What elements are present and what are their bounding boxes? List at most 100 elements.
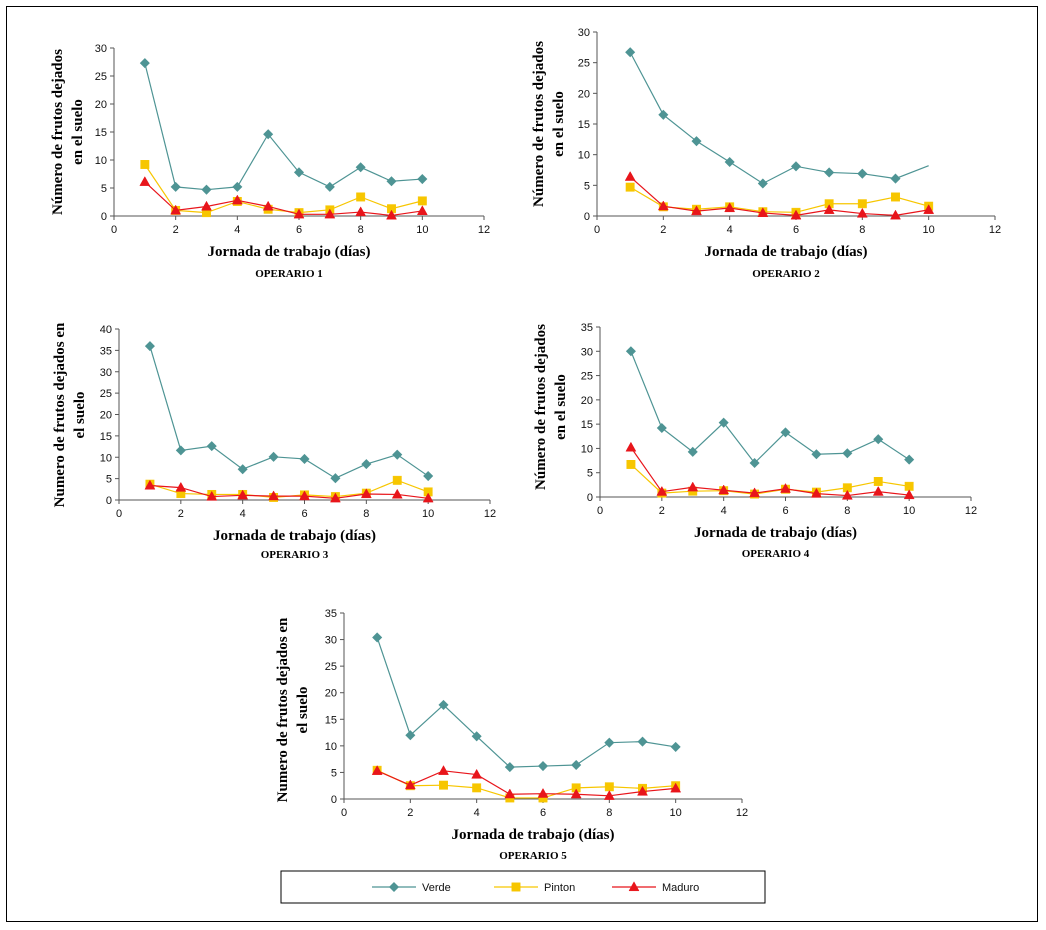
- data-point-maduro: [624, 171, 636, 181]
- data-point-verde: [237, 464, 248, 475]
- legend: Verde Pinton Maduro: [280, 870, 766, 904]
- data-point-verde: [423, 471, 434, 482]
- data-point-maduro: [293, 208, 305, 219]
- y-tick-label: 30: [95, 43, 107, 55]
- legend-item-verde: Verde: [372, 881, 451, 894]
- x-tick-label: 2: [407, 807, 413, 819]
- y-tick-label: 5: [587, 468, 593, 480]
- data-point-verde: [471, 731, 482, 742]
- y-tick-label: 35: [581, 322, 593, 334]
- series-verde: [139, 58, 428, 195]
- series-line-maduro: [629, 176, 929, 216]
- data-point-verde: [890, 173, 901, 184]
- data-point-maduro: [903, 489, 915, 500]
- x-tick-label: 8: [363, 508, 369, 520]
- data-point-maduro: [324, 208, 336, 219]
- y-tick-label: 40: [100, 324, 112, 336]
- x-axis-label: Jornada de trabajo (días): [452, 827, 615, 843]
- x-tick-label: 10: [903, 505, 915, 517]
- y-tick-label: 15: [581, 419, 593, 431]
- series-line-pinton: [376, 769, 676, 799]
- data-point-verde: [175, 445, 186, 456]
- y-tick-label: 5: [106, 474, 112, 486]
- data-point-pinton: [439, 780, 448, 790]
- data-point-verde: [904, 454, 915, 465]
- data-point-maduro: [360, 488, 372, 499]
- x-tick-label: 12: [989, 224, 1001, 236]
- data-point-pinton: [604, 782, 614, 792]
- x-tick-label: 4: [721, 505, 727, 517]
- x-tick-label: 12: [484, 508, 496, 520]
- legend-label: Maduro: [662, 882, 699, 894]
- data-point-maduro: [231, 194, 243, 205]
- data-point-maduro: [329, 492, 341, 503]
- data-point-maduro: [170, 204, 182, 215]
- data-point-verde: [361, 459, 372, 470]
- series-pinton: [145, 475, 433, 502]
- data-point-maduro: [471, 768, 483, 779]
- data-point-pinton: [873, 477, 883, 486]
- chart-subtitle: OPERARIO 2: [752, 268, 820, 280]
- data-point-maduro: [823, 204, 835, 214]
- series-line-verde: [376, 637, 676, 768]
- y-tick-label: 30: [325, 635, 337, 647]
- data-point-verde: [842, 448, 853, 459]
- data-point-maduro: [416, 205, 428, 216]
- data-point-verde: [637, 736, 648, 747]
- data-point-maduro: [237, 489, 249, 500]
- x-tick-label: 0: [597, 505, 603, 517]
- data-point-maduro: [757, 207, 769, 217]
- series-verde: [625, 346, 915, 469]
- data-point-maduro: [144, 479, 156, 490]
- data-point-verde: [718, 417, 729, 428]
- y-tick-label: 25: [100, 388, 112, 400]
- data-point-verde: [438, 699, 449, 710]
- y-axis-label-line1: Número de frutos dejados: [50, 49, 66, 215]
- data-point-verde: [625, 47, 636, 58]
- data-point-verde: [757, 178, 768, 189]
- x-tick-label: 10: [416, 224, 428, 236]
- data-point-maduro: [603, 790, 615, 800]
- x-axis-label: Jornada de trabajo (días): [213, 528, 376, 544]
- data-point-maduro: [691, 205, 702, 216]
- data-point-verde: [749, 457, 760, 469]
- x-tick-label: 4: [234, 224, 240, 236]
- x-tick-label: 6: [301, 508, 307, 520]
- chart-subtitle: OPERARIO 4: [742, 548, 810, 560]
- legend-marker-diamond: [388, 881, 400, 893]
- data-point-maduro: [206, 490, 218, 501]
- y-tick-label: 0: [101, 211, 107, 223]
- data-point-verde: [857, 168, 868, 179]
- data-point-verde: [724, 157, 735, 168]
- x-tick-label: 4: [240, 508, 246, 520]
- y-axis-label-line2: en el suelo: [551, 91, 567, 157]
- data-point-verde: [263, 129, 274, 140]
- series-line-maduro: [149, 484, 429, 499]
- data-point-maduro: [422, 492, 434, 503]
- data-point-verde: [386, 176, 397, 187]
- series-maduro: [139, 176, 428, 220]
- y-tick-label: 15: [325, 714, 337, 726]
- y-tick-label: 0: [587, 492, 593, 504]
- y-tick-label: 30: [578, 27, 590, 39]
- data-point-maduro: [371, 765, 383, 775]
- figure-frame: [6, 6, 1038, 922]
- y-tick-label: 10: [578, 150, 590, 162]
- data-point-verde: [144, 341, 155, 352]
- x-tick-label: 2: [178, 508, 184, 520]
- data-point-verde: [330, 473, 341, 484]
- data-point-verde: [780, 427, 791, 438]
- data-point-verde: [392, 449, 403, 460]
- data-point-pinton: [626, 460, 636, 469]
- data-point-verde: [571, 759, 582, 771]
- data-point-verde: [691, 136, 702, 147]
- chart-operario-2: 0 5 10 15 20 25 30 0 2 4 6 8 10 12 Jornada de trabajo …: [531, 27, 1001, 280]
- x-tick-label: 4: [727, 224, 733, 236]
- y-tick-label: 35: [325, 608, 337, 620]
- data-point-verde: [372, 632, 383, 643]
- data-point-verde: [139, 58, 150, 69]
- data-point-pinton: [417, 196, 427, 206]
- x-tick-label: 2: [173, 224, 179, 236]
- data-point-verde: [324, 181, 335, 192]
- data-point-verde: [355, 162, 366, 173]
